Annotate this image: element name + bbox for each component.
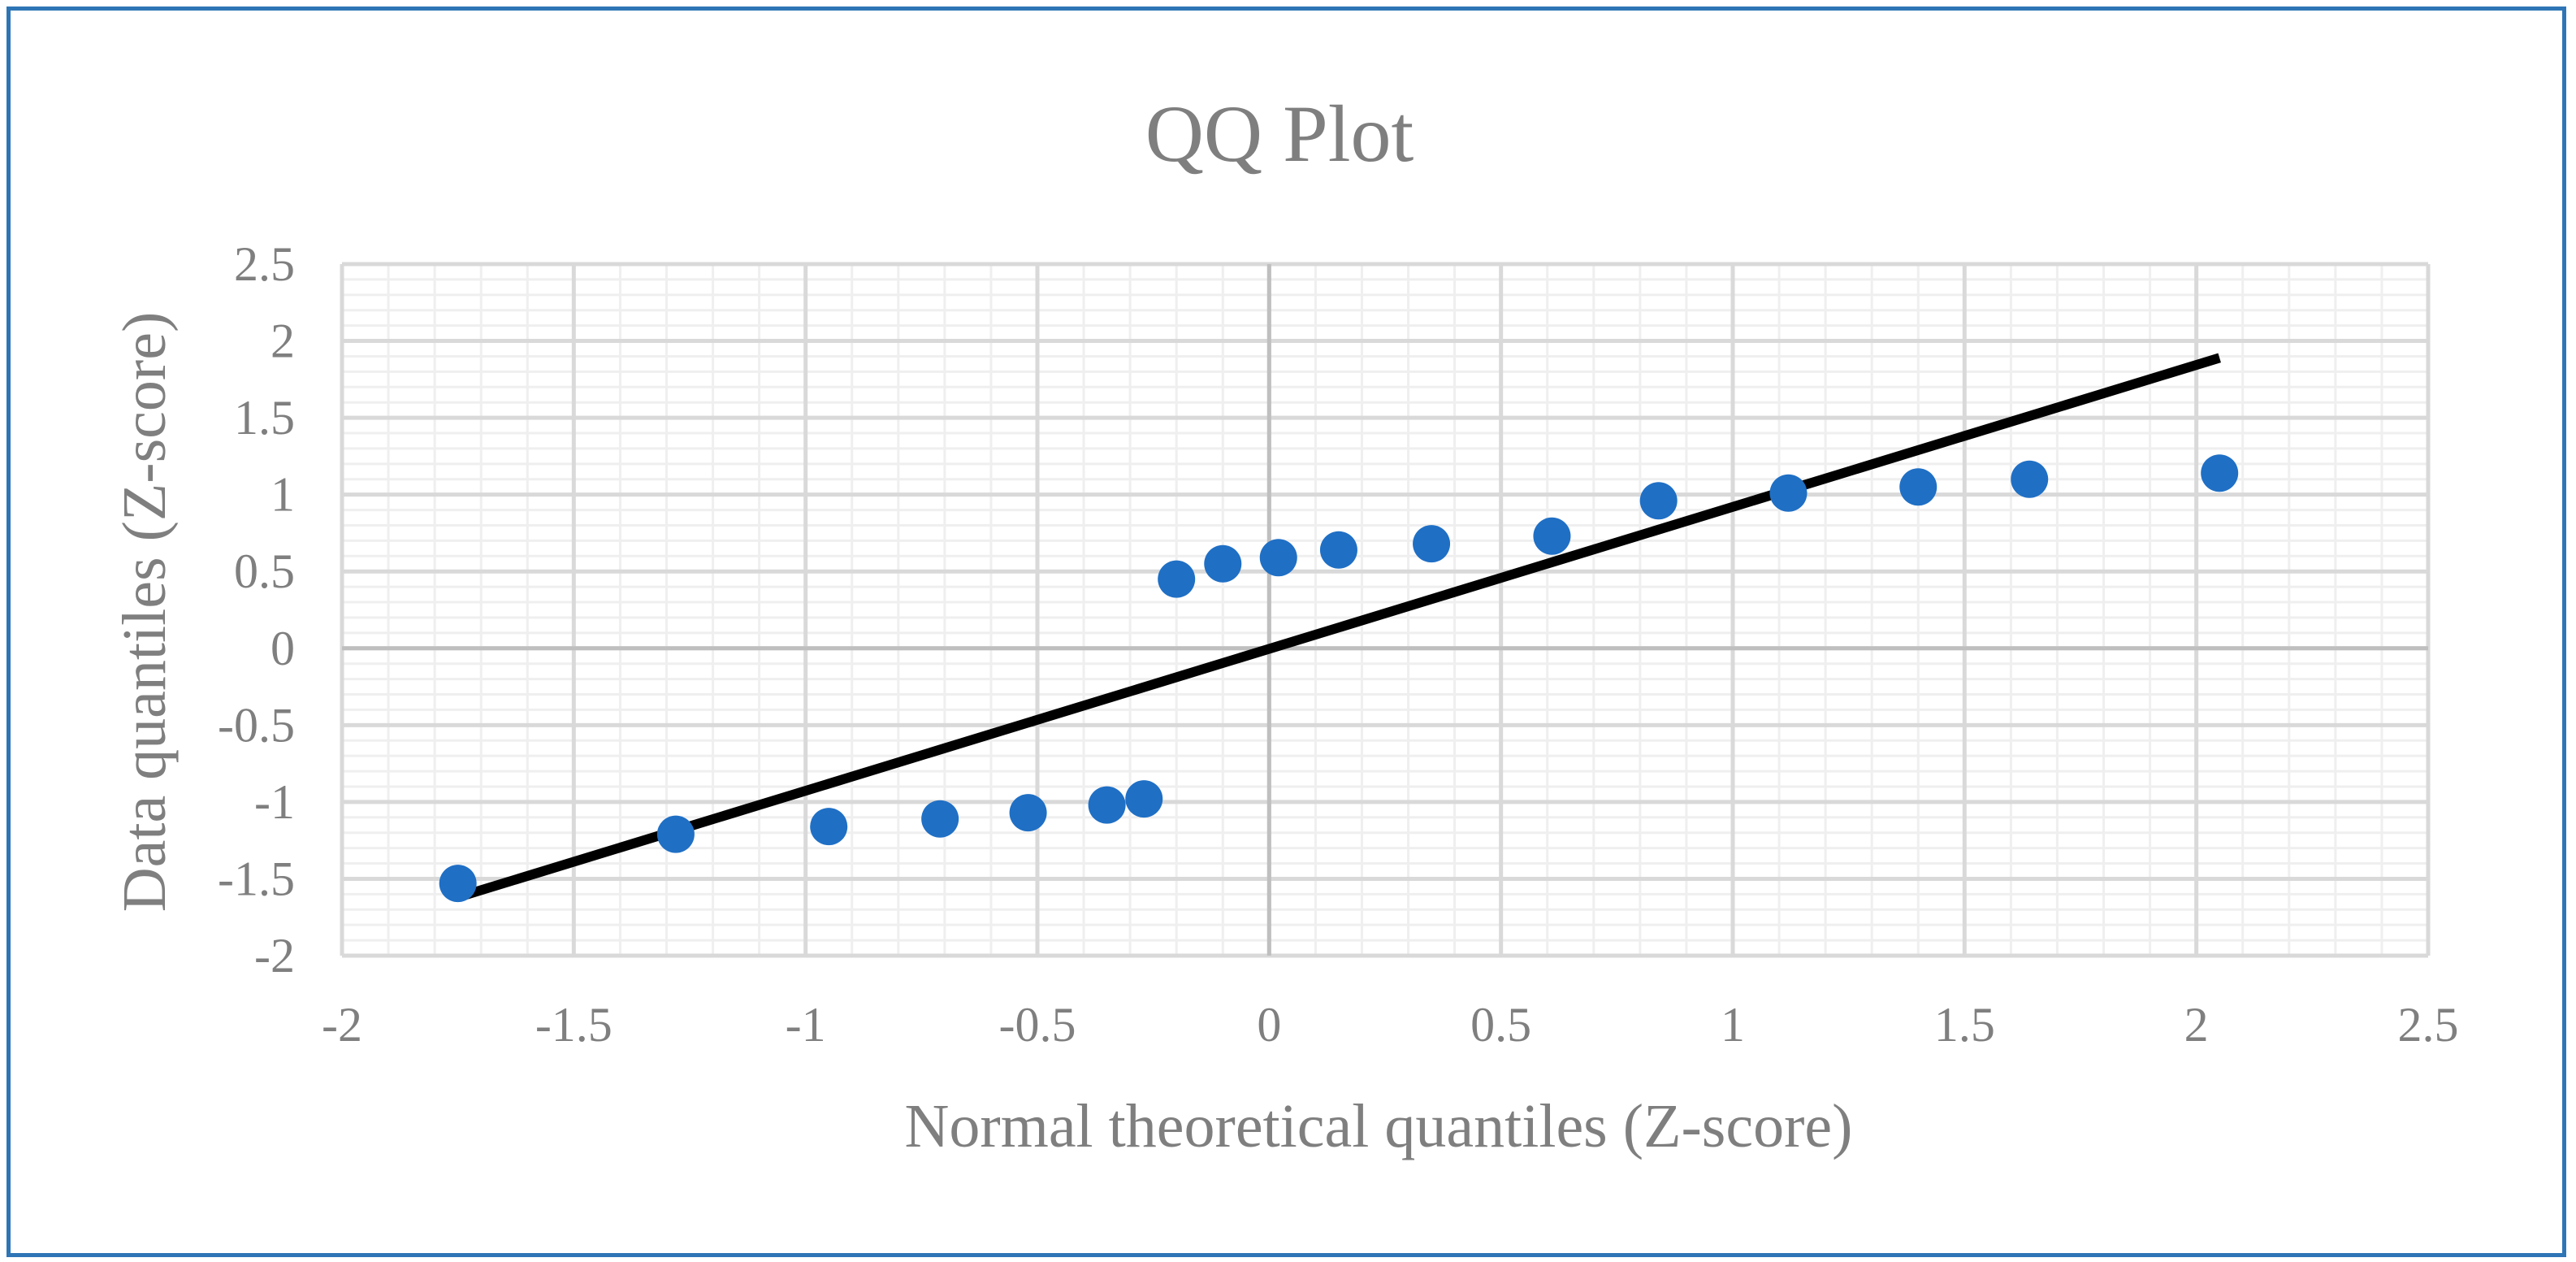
data-point bbox=[921, 800, 959, 838]
data-point bbox=[1413, 525, 1451, 563]
data-points bbox=[439, 454, 2239, 903]
x-tick-label: 1 bbox=[1721, 998, 1745, 1052]
data-point bbox=[1899, 468, 1937, 506]
y-tick-label: 2 bbox=[271, 314, 295, 368]
data-point bbox=[2201, 454, 2239, 492]
y-tick-label: 1.5 bbox=[234, 391, 295, 445]
data-point bbox=[1158, 560, 1196, 598]
y-tick-labels: 2.5 2 1.5 1 0.5 0 -0.5 -1 -1.5 -2 bbox=[218, 237, 295, 982]
data-point bbox=[1009, 794, 1047, 832]
y-tick-label: -1.5 bbox=[218, 852, 295, 905]
data-point bbox=[1125, 780, 1163, 818]
data-point bbox=[1259, 539, 1297, 577]
data-point bbox=[810, 808, 848, 846]
y-tick-label: -1 bbox=[254, 775, 295, 829]
qq-plot-chart: QQ Plot -2 -1.5 -1 -0.5 0 0.5 1 1.5 2 2.5 2.5 2 1.5… bbox=[110, 89, 2459, 1160]
major-gridlines bbox=[340, 262, 2431, 958]
data-point bbox=[1088, 786, 1126, 824]
data-point bbox=[1639, 482, 1678, 520]
x-tick-label: -2 bbox=[322, 998, 362, 1052]
x-tick-label: -0.5 bbox=[999, 998, 1076, 1052]
x-tick-label: -1.5 bbox=[535, 998, 613, 1052]
data-point bbox=[1204, 544, 1242, 583]
x-axis-title: Normal theoretical quantiles (Z-score) bbox=[905, 1092, 1853, 1160]
y-tick-label: 0 bbox=[271, 622, 295, 675]
y-axis-title: Data quantiles (Z-score) bbox=[110, 312, 179, 913]
y-tick-label: 2.5 bbox=[234, 237, 295, 291]
data-point bbox=[1319, 531, 1357, 569]
data-point bbox=[1533, 517, 1571, 555]
y-tick-label: -2 bbox=[254, 929, 295, 982]
data-point bbox=[439, 865, 477, 903]
trendline bbox=[456, 353, 2221, 902]
x-tick-label: -1 bbox=[786, 998, 826, 1052]
chart-frame: QQ Plot -2 -1.5 -1 -0.5 0 0.5 1 1.5 2 2.5 2.5 2 1.5… bbox=[6, 7, 2566, 1257]
x-tick-label: 2.5 bbox=[2398, 998, 2459, 1052]
y-tick-label: -0.5 bbox=[218, 698, 295, 752]
trendline-group bbox=[456, 353, 2221, 902]
data-point bbox=[656, 815, 695, 853]
y-tick-label: 0.5 bbox=[234, 544, 295, 598]
axes bbox=[342, 264, 2428, 956]
x-tick-label: 0 bbox=[1257, 998, 1281, 1052]
y-tick-label: 1 bbox=[271, 468, 295, 522]
x-tick-labels: -2 -1.5 -1 -0.5 0 0.5 1 1.5 2 2.5 bbox=[322, 998, 2458, 1052]
x-tick-label: 1.5 bbox=[1934, 998, 1995, 1052]
x-tick-label: 0.5 bbox=[1470, 998, 1531, 1052]
chart-title: QQ Plot bbox=[1145, 89, 1414, 179]
data-point bbox=[2011, 460, 2049, 498]
data-point bbox=[1769, 474, 1808, 512]
x-tick-label: 2 bbox=[2184, 998, 2209, 1052]
